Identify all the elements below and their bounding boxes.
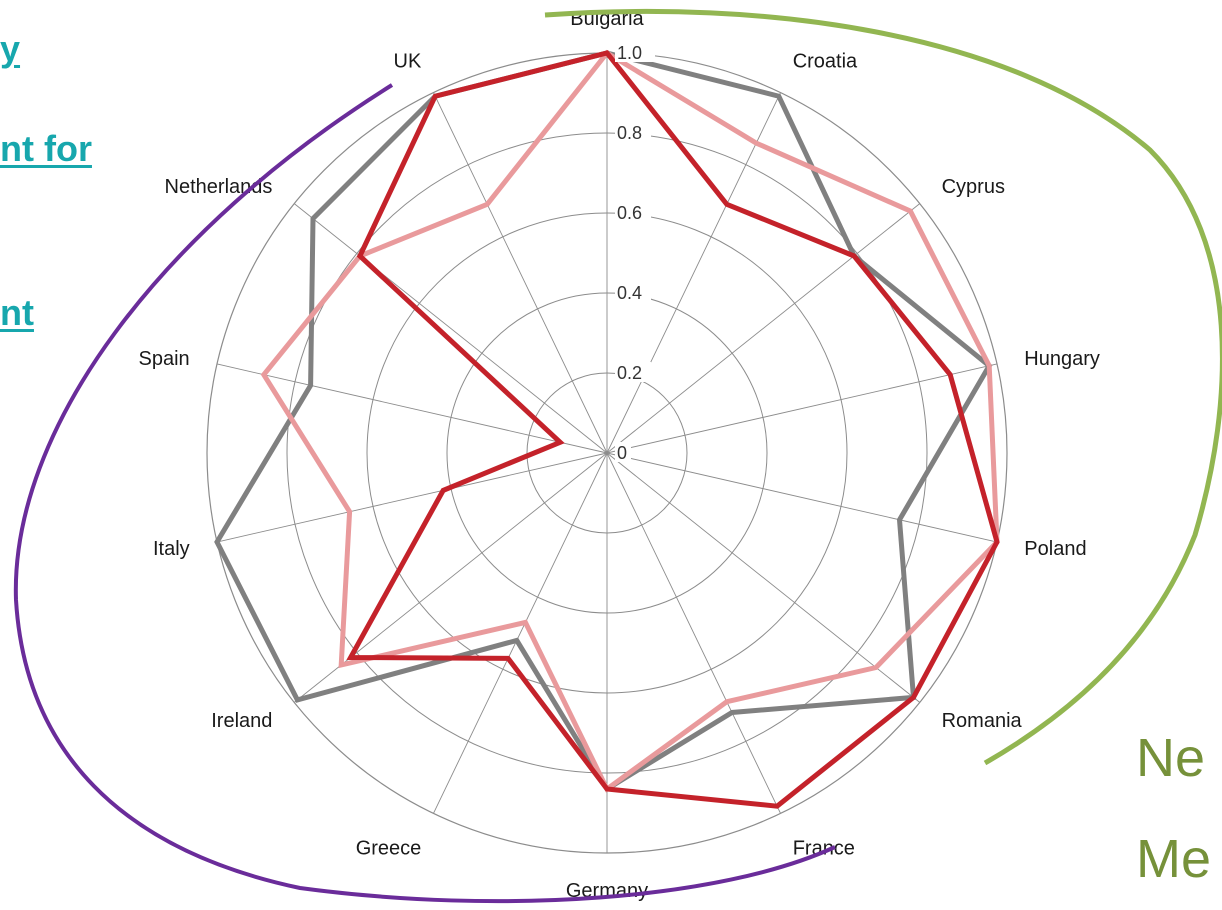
series-0-line [214, 50, 993, 793]
tick-bg-1 [615, 362, 651, 382]
axis-label-spain: Spain [139, 348, 190, 370]
spoke-uk [433, 92, 608, 454]
tick-label-3: 0.6 [617, 203, 642, 223]
tick-bg-0 [615, 442, 631, 462]
tick-bg-4 [615, 122, 651, 142]
axis-label-croatia: Croatia [793, 50, 858, 72]
left-link-1[interactable]: y [0, 28, 21, 69]
tick-bg-3 [615, 202, 651, 222]
axis-label-cyprus: Cyprus [942, 176, 1005, 198]
axis-label-greece: Greece [356, 838, 422, 860]
spoke-italy [216, 452, 608, 543]
purple-annotation-arc [13, 83, 836, 904]
green-annotation-arc [544, 8, 1222, 766]
spoke-ireland [293, 452, 608, 703]
tick-label-0: 0 [617, 443, 627, 463]
axis-label-netherlands: Netherlands [165, 176, 273, 198]
tick-label-2: 0.4 [617, 283, 642, 303]
right-caption-line-1: Ne [1136, 728, 1206, 788]
spoke-poland [606, 452, 998, 543]
axis-label-france: France [793, 838, 855, 860]
spoke-hungary [606, 363, 998, 454]
series-2-line [346, 50, 1000, 809]
tick-label-1: 0.2 [617, 363, 642, 383]
annotation-arcs [13, 8, 1222, 904]
axis-label-romania: Romania [942, 710, 1023, 732]
spoke-france [606, 452, 781, 814]
radar-labels: 00.20.40.60.81.0BulgariaCroatiaCyprusHun… [139, 8, 1100, 902]
spoke-cyprus [606, 203, 921, 454]
tick-bg-2 [615, 282, 651, 302]
radar-series [214, 49, 1000, 809]
left-link-3[interactable]: nt [0, 292, 34, 333]
left-link-2[interactable]: nt for [0, 128, 92, 169]
axis-label-uk: UK [394, 50, 422, 72]
axis-label-ireland: Ireland [211, 710, 272, 732]
spoke-romania [606, 452, 921, 703]
tick-bg-5 [615, 42, 655, 62]
axis-label-italy: Italy [153, 538, 190, 560]
spoke-netherlands [293, 203, 608, 454]
spoke-greece [433, 452, 608, 814]
spoke-spain [216, 363, 608, 454]
axis-label-hungary: Hungary [1024, 348, 1100, 370]
right-caption-line-2: Me [1136, 829, 1212, 889]
tick-label-5: 1.0 [617, 43, 642, 63]
tick-label-4: 0.8 [617, 123, 642, 143]
axis-label-poland: Poland [1024, 538, 1086, 560]
spoke-croatia [606, 92, 781, 454]
radar-grid [206, 52, 1008, 854]
